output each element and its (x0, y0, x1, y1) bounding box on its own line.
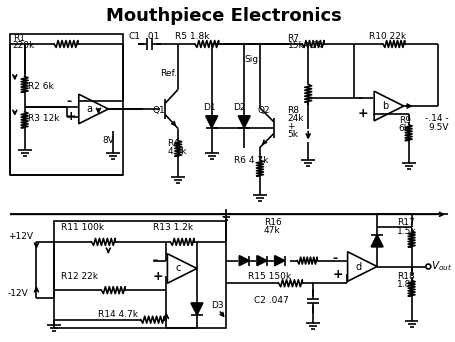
Text: R13 1.2k: R13 1.2k (152, 223, 193, 232)
Polygon shape (238, 116, 250, 128)
Text: Q2: Q2 (258, 106, 271, 116)
Polygon shape (275, 256, 284, 265)
Text: R2 6k: R2 6k (28, 82, 53, 91)
Text: R17: R17 (397, 218, 415, 227)
Text: C1: C1 (128, 31, 140, 41)
Text: Mouthpiece Electronics: Mouthpiece Electronics (106, 8, 341, 25)
Text: R6 4.7k: R6 4.7k (234, 156, 269, 165)
Polygon shape (257, 256, 267, 265)
Text: Sig.: Sig. (244, 55, 261, 64)
Text: -12V: -12V (8, 289, 29, 298)
Text: R15 150k: R15 150k (248, 272, 291, 281)
Text: +: + (358, 107, 368, 120)
Text: R12 22k: R12 22k (61, 272, 98, 281)
Text: -: - (152, 254, 158, 267)
Text: 8V: 8V (102, 136, 114, 145)
Text: +: + (66, 110, 76, 123)
Polygon shape (191, 303, 203, 315)
Text: -: - (358, 92, 363, 105)
Text: R18: R18 (397, 272, 415, 281)
Text: 220k: 220k (13, 41, 35, 51)
Text: _: _ (222, 211, 225, 217)
Text: $V_{out}$: $V_{out}$ (431, 260, 452, 273)
Text: R16: R16 (264, 218, 282, 227)
Text: +: + (288, 122, 295, 131)
Text: C2 .047: C2 .047 (254, 297, 289, 305)
Text: 47k: 47k (264, 226, 281, 235)
Text: -: - (333, 252, 338, 265)
Text: 5k: 5k (288, 130, 298, 139)
Text: .01: .01 (145, 31, 159, 41)
Text: 4.7k: 4.7k (167, 147, 187, 156)
Text: Ref.: Ref. (161, 69, 177, 78)
Bar (10, 34, 123, 175)
Polygon shape (371, 235, 383, 247)
Text: R9: R9 (399, 116, 411, 125)
Text: 1.8k: 1.8k (397, 280, 416, 289)
Bar (54, 221, 227, 328)
Text: +12V: +12V (8, 233, 33, 241)
Text: D3: D3 (211, 301, 223, 311)
Text: D2: D2 (233, 104, 246, 113)
Text: a: a (86, 104, 93, 114)
Text: R14 4.7k: R14 4.7k (98, 310, 138, 319)
Text: R10 22k: R10 22k (369, 31, 406, 41)
Text: -: - (66, 95, 71, 108)
Text: d: d (355, 262, 361, 272)
Text: +: + (152, 270, 163, 283)
Text: R5 1.8k: R5 1.8k (175, 31, 210, 41)
Text: 6k: 6k (399, 124, 410, 133)
Text: R4: R4 (167, 139, 179, 148)
Polygon shape (239, 256, 249, 265)
Text: b: b (382, 101, 388, 111)
Text: +: + (333, 268, 344, 281)
Text: R3 12k: R3 12k (28, 114, 59, 123)
Text: Q1: Q1 (152, 106, 165, 116)
Text: R8: R8 (288, 106, 299, 116)
Polygon shape (206, 116, 217, 128)
Text: R1: R1 (13, 34, 25, 42)
Text: R11 100k: R11 100k (61, 223, 104, 232)
Text: 1.5k: 1.5k (397, 226, 416, 236)
Text: c: c (176, 263, 181, 274)
Text: 15k+5k: 15k+5k (288, 41, 323, 51)
Text: D1: D1 (203, 104, 216, 113)
Text: -.14 -: -.14 - (425, 114, 449, 123)
Text: 9.5V: 9.5V (428, 123, 449, 132)
Text: R7: R7 (288, 34, 299, 42)
Text: 24k: 24k (288, 114, 304, 123)
